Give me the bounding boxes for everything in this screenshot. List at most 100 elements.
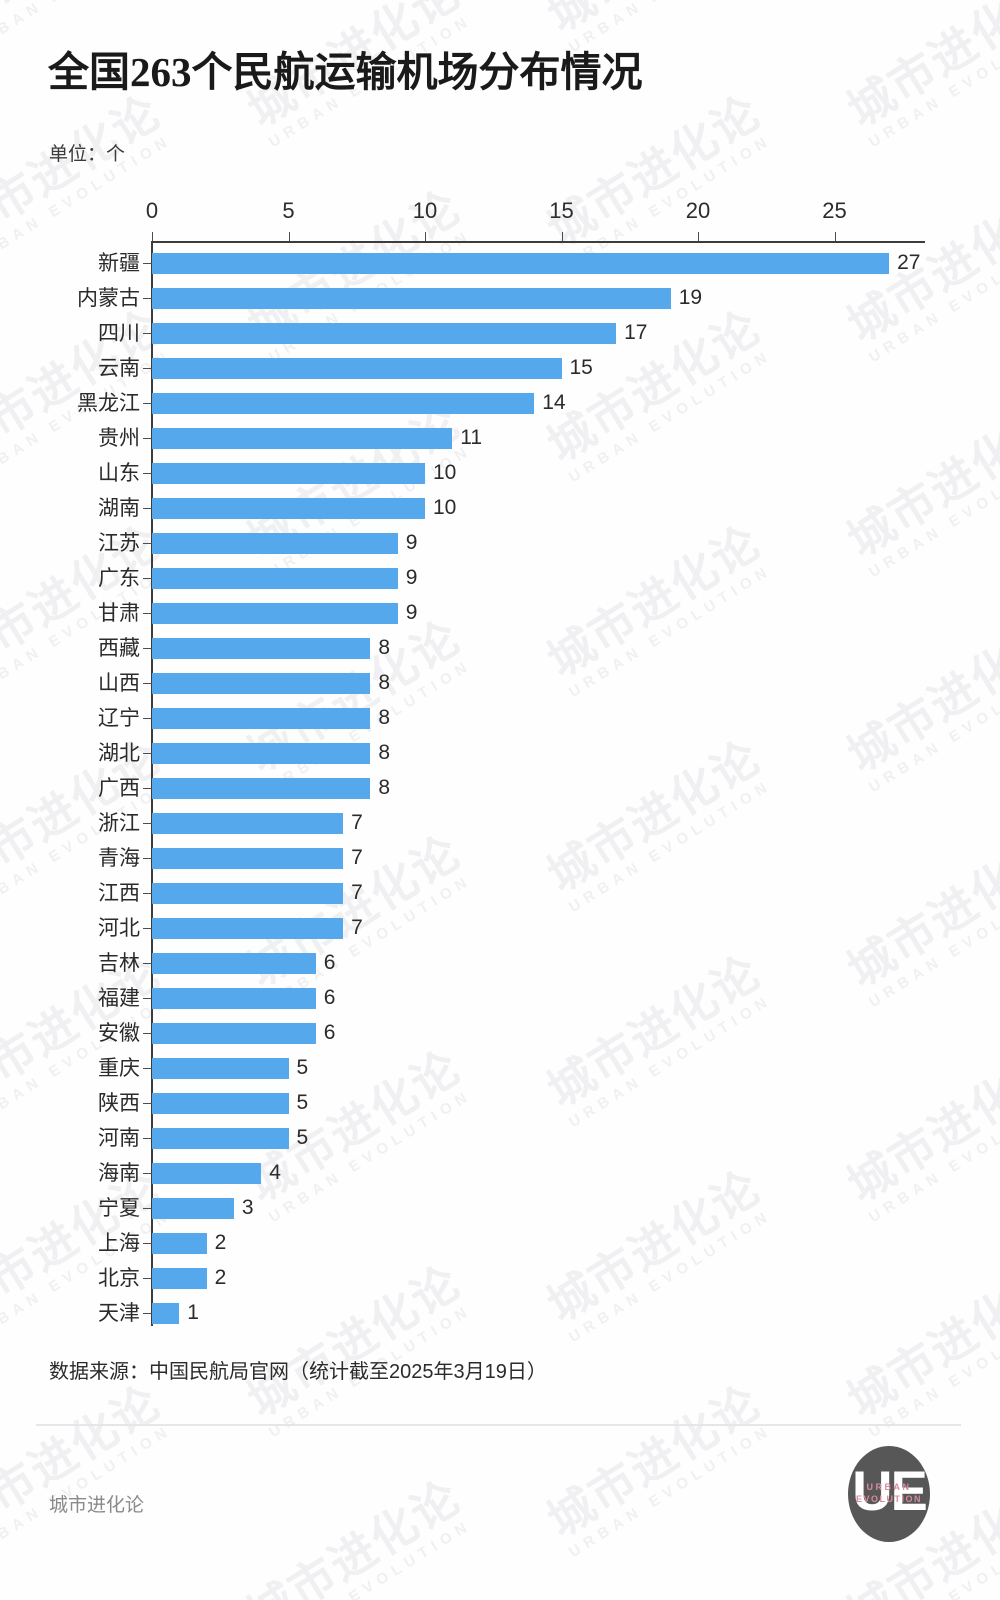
bar <box>152 323 617 344</box>
bar-value-label: 14 <box>542 391 566 414</box>
y-axis-tick-mark <box>143 578 152 579</box>
y-axis-tick-mark <box>143 858 152 859</box>
bar <box>152 533 398 554</box>
bar-value-label: 5 <box>296 1056 309 1079</box>
y-axis-tick-mark <box>143 333 152 334</box>
footer-brand-label: 城市进化论 <box>49 1495 145 1516</box>
bar-row: 山东 10 <box>0 456 1000 491</box>
unit-label: 单位：个 <box>49 144 126 165</box>
bar-row: 内蒙古 19 <box>0 281 1000 316</box>
bar-row: 宁夏 3 <box>0 1191 1000 1226</box>
y-axis-tick-mark <box>143 473 152 474</box>
bar-value-label: 4 <box>269 1161 281 1184</box>
bar-row: 河北 7 <box>0 911 1000 946</box>
category-label: 陕西 <box>98 1092 140 1115</box>
bar <box>152 1303 180 1324</box>
bar <box>152 1058 289 1079</box>
x-axis-tick-label: 15 <box>549 198 574 223</box>
page-title: 全国263个民航运输机场分布情况 <box>48 49 643 95</box>
bar <box>152 393 535 414</box>
bar <box>152 253 890 274</box>
bar-row: 新疆 27 <box>0 246 1000 281</box>
x-axis-tick-label: 10 <box>412 198 438 223</box>
category-label: 河北 <box>98 917 140 940</box>
bar-row: 陕西 5 <box>0 1086 1000 1121</box>
category-label: 黑龙江 <box>77 392 140 415</box>
bar <box>152 358 562 379</box>
x-axis-tick-mark <box>698 232 699 241</box>
bar-row: 山西 8 <box>0 666 1000 701</box>
bar <box>152 1198 234 1219</box>
y-axis-tick-mark <box>143 1278 152 1279</box>
y-axis-tick-mark <box>143 648 152 649</box>
category-label: 福建 <box>98 987 140 1010</box>
bar <box>152 1023 316 1044</box>
bar <box>152 1163 262 1184</box>
y-axis-tick-mark <box>143 1138 152 1139</box>
bar-row: 河南 5 <box>0 1121 1000 1156</box>
category-label: 广西 <box>98 777 140 800</box>
bar <box>152 1233 207 1254</box>
category-label: 山东 <box>98 462 140 485</box>
category-label: 上海 <box>98 1232 140 1255</box>
bar-value-label: 17 <box>624 321 648 344</box>
bar <box>152 1093 289 1114</box>
x-axis-tick-mark <box>152 232 153 241</box>
category-label: 内蒙古 <box>77 287 140 310</box>
bar-value-label: 6 <box>323 1021 336 1044</box>
y-axis-tick-mark <box>143 1313 152 1314</box>
bar-row: 安徽 6 <box>0 1016 1000 1051</box>
footer-divider <box>36 1424 961 1426</box>
category-label: 宁夏 <box>98 1197 140 1220</box>
bar-row: 湖南 10 <box>0 491 1000 526</box>
bar <box>152 673 371 694</box>
y-axis-tick-mark <box>143 1033 152 1034</box>
category-label: 海南 <box>98 1162 140 1185</box>
x-axis-tick-label: 5 <box>282 198 295 223</box>
category-label: 山西 <box>98 672 140 695</box>
category-label: 天津 <box>98 1302 140 1325</box>
bar <box>152 603 398 624</box>
x-axis-tick-mark <box>425 232 426 241</box>
y-axis-tick-mark <box>143 1243 152 1244</box>
category-label: 贵州 <box>98 427 140 450</box>
bar-value-label: 6 <box>323 951 336 974</box>
urban-evolution-logo: UE URBAN EVOLUTION <box>846 1444 932 1544</box>
category-label: 云南 <box>98 357 140 380</box>
bar-value-label: 8 <box>378 636 391 659</box>
bar <box>152 988 316 1009</box>
bar-value-label: 2 <box>214 1231 227 1254</box>
bar <box>152 1128 289 1149</box>
bar-row: 江苏 9 <box>0 526 1000 561</box>
category-label: 安徽 <box>98 1022 140 1045</box>
bar-row: 天津 1 <box>0 1296 1000 1331</box>
category-label: 北京 <box>98 1267 140 1290</box>
category-label: 新疆 <box>98 252 140 275</box>
bar-value-label: 8 <box>378 776 391 799</box>
y-axis-tick-mark <box>143 1208 152 1209</box>
x-axis-tick-label: 0 <box>145 198 159 223</box>
x-axis-tick-mark <box>561 232 563 241</box>
x-axis-tick-mark <box>834 232 836 241</box>
y-axis-tick-mark <box>143 1068 152 1069</box>
category-label: 甘肃 <box>98 602 140 625</box>
y-axis-tick-mark <box>143 998 152 999</box>
category-label: 湖北 <box>98 742 140 765</box>
bar-value-label: 8 <box>378 706 391 729</box>
bar-value-label: 8 <box>378 671 391 694</box>
y-axis-tick-mark <box>143 613 152 614</box>
bar-value-label: 10 <box>433 496 457 519</box>
y-axis-tick-mark <box>143 508 152 509</box>
bar-row: 广西 8 <box>0 771 1000 806</box>
y-axis-tick-mark <box>143 403 152 404</box>
svg-text:EVOLUTION: EVOLUTION <box>856 1494 922 1504</box>
category-label: 青海 <box>98 847 140 870</box>
bar-row: 甘肃 9 <box>0 596 1000 631</box>
category-label: 湖南 <box>98 497 140 520</box>
category-label: 吉林 <box>98 952 140 975</box>
bar <box>152 743 371 764</box>
category-label: 江苏 <box>98 532 140 555</box>
bar <box>152 463 425 484</box>
bar-row: 吉林 6 <box>0 946 1000 981</box>
